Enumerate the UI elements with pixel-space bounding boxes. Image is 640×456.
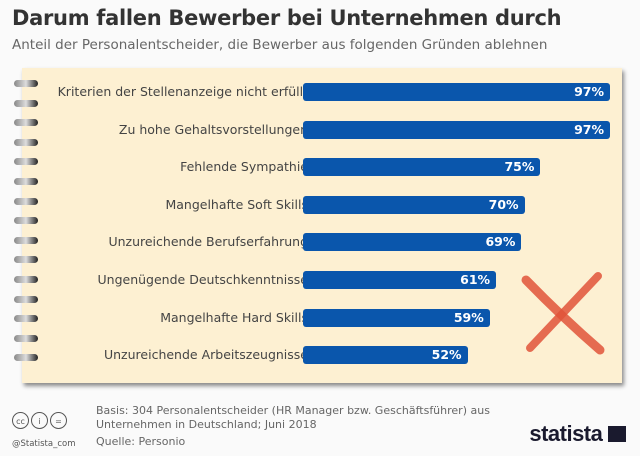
basis-line-2: Unternehmen in Deutschland; Juni 2018 <box>96 418 317 431</box>
category-label: Kriterien der Stellenanzeige nicht erfül… <box>57 84 308 99</box>
bar <box>303 120 610 139</box>
red-cross-icon <box>521 272 605 355</box>
spiral-ring <box>14 276 38 283</box>
value-label: 59% <box>453 309 484 325</box>
spiral-ring <box>14 99 38 107</box>
cc-icon: cc <box>12 412 29 429</box>
value-label: 61% <box>460 272 491 287</box>
category-label: Mangelhafte Soft Skills <box>165 196 308 212</box>
spiral-ring <box>14 119 38 127</box>
spiral-ring <box>14 138 38 146</box>
spiral-ring <box>14 197 38 205</box>
basis-line-1: Basis: 304 Personalentscheider (HR Manag… <box>96 404 490 417</box>
value-label: 52% <box>431 347 462 363</box>
bar <box>303 308 490 327</box>
notepad-panel: Kriterien der Stellenanzeige nicht erfül… <box>14 68 622 383</box>
category-label: Mangelhafte Hard Skills <box>160 309 308 325</box>
statista-logo: statista <box>529 421 626 447</box>
source: Quelle: Personio <box>96 435 186 448</box>
no-derivatives-icon: = <box>50 412 67 429</box>
chart-title: Darum fallen Bewerber bei Unternehmen du… <box>12 6 562 30</box>
spiral-ring <box>14 315 38 323</box>
bar <box>303 195 525 214</box>
category-label: Zu hohe Gehaltsvorstellungen <box>118 121 308 137</box>
spiral-ring <box>14 178 38 185</box>
statista-handle: @Statista_com <box>12 439 76 449</box>
value-label: 70% <box>488 196 519 212</box>
value-label: 97% <box>574 121 604 137</box>
category-label: Ungenügende Deutschkenntnisse <box>97 272 308 287</box>
attribution-icon: i <box>31 412 48 429</box>
bar <box>303 271 497 289</box>
value-label: 75% <box>504 159 535 175</box>
category-label: Unzureichende Arbeitszeugnisse <box>103 347 308 363</box>
bar <box>303 233 522 252</box>
spiral-ring <box>14 158 38 166</box>
spiral-ring <box>14 354 38 362</box>
category-label: Unzureichende Berufserfahrung <box>108 234 308 250</box>
chart-subtitle: Anteil der Personalentscheider, die Bewe… <box>12 37 548 53</box>
bar <box>303 158 541 177</box>
spiral-ring <box>14 236 38 244</box>
spiral-ring <box>14 217 38 225</box>
spiral-ring <box>14 80 38 87</box>
spiral-ring <box>14 256 38 264</box>
bar <box>303 346 468 365</box>
spiral-ring <box>14 334 38 342</box>
category-label: Fehlende Sympathie <box>180 159 308 175</box>
value-label: 69% <box>485 234 516 250</box>
spiral-ring <box>14 295 38 303</box>
bar <box>303 83 610 101</box>
value-label: 97% <box>574 84 604 99</box>
